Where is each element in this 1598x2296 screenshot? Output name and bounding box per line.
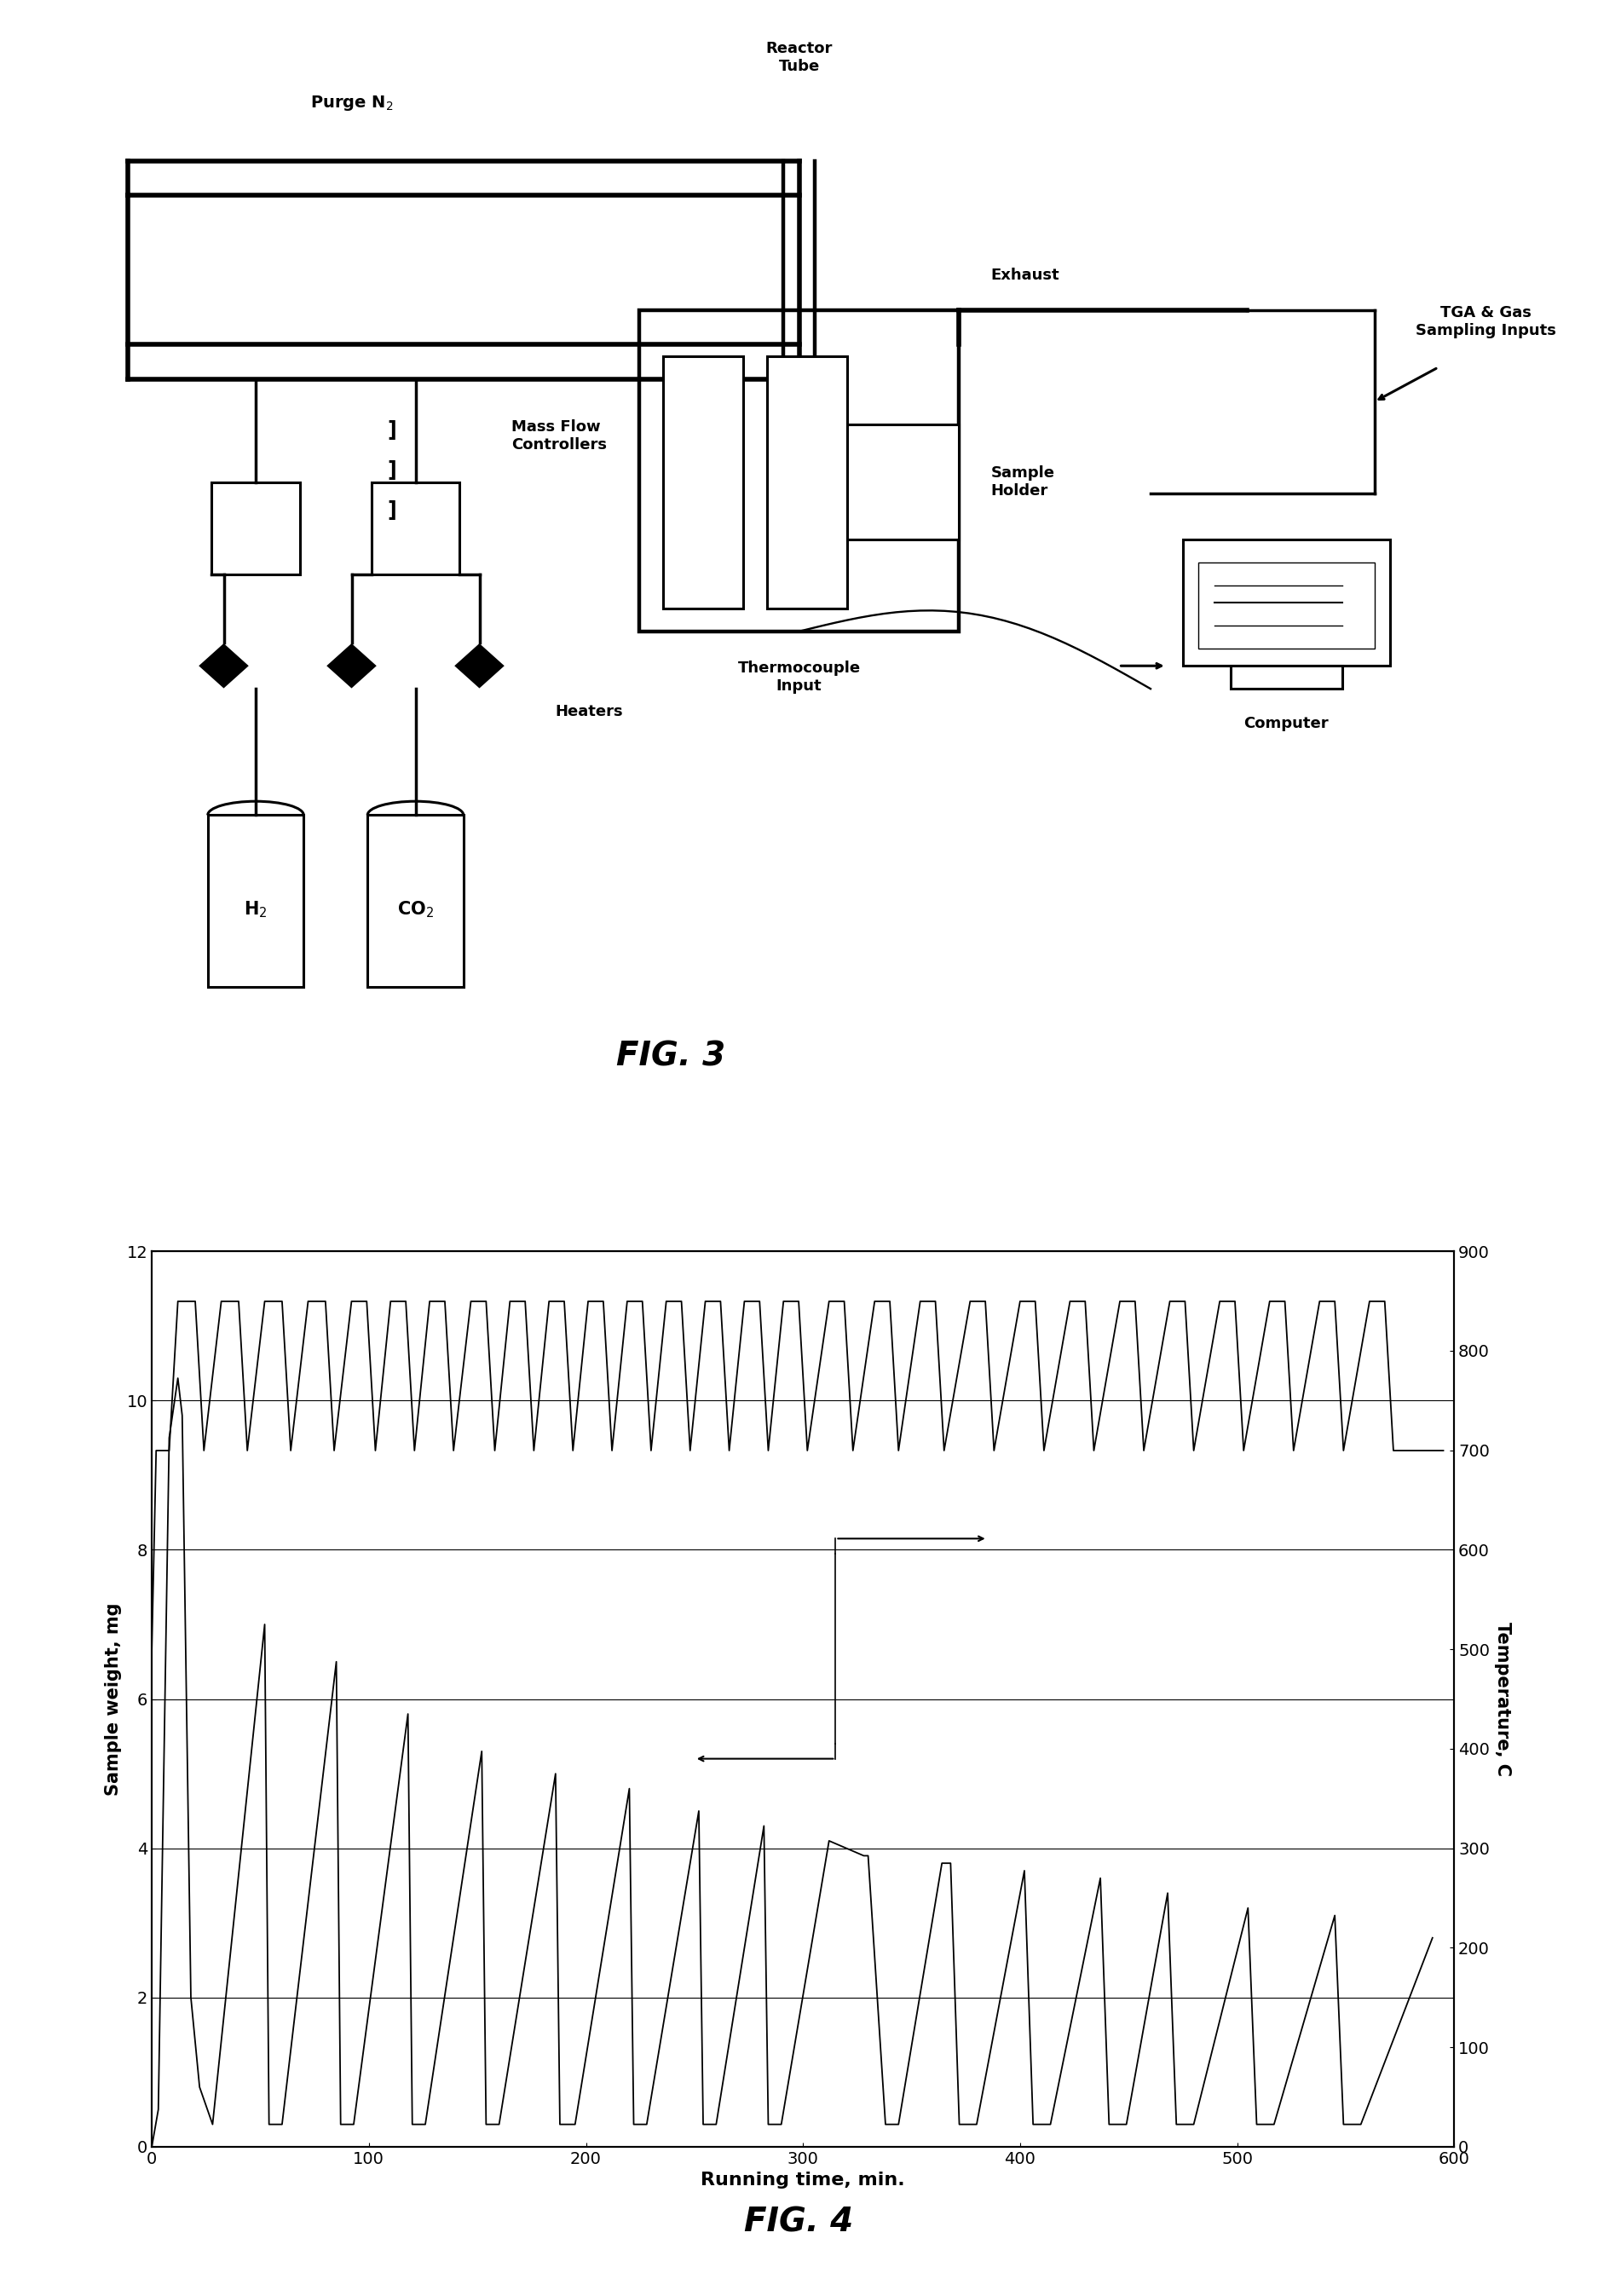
Bar [208,815,304,987]
Text: Sample
Holder: Sample Holder [991,466,1055,498]
Polygon shape [329,645,374,687]
Text: Computer: Computer [1243,716,1330,730]
Bar [211,482,300,574]
Polygon shape [457,645,502,687]
Bar [663,356,743,608]
Text: H$_2$: H$_2$ [244,900,267,921]
Bar [1230,666,1342,689]
Text: Purge N$_2$: Purge N$_2$ [310,94,393,113]
X-axis label: Running time, min.: Running time, min. [702,2172,904,2188]
Text: FIG. 4: FIG. 4 [745,2206,853,2239]
Text: CO$_2$: CO$_2$ [396,900,435,921]
Text: FIG. 3: FIG. 3 [617,1040,725,1072]
Text: Heaters: Heaters [556,705,623,719]
Bar [371,482,460,574]
Bar [639,310,959,631]
Text: Exhaust: Exhaust [991,269,1059,282]
Bar [767,356,847,608]
Bar [1198,563,1374,647]
Bar [1183,540,1390,666]
Text: TGA & Gas
Sampling Inputs: TGA & Gas Sampling Inputs [1416,305,1556,338]
Bar [368,815,463,987]
Y-axis label: Temperature, C: Temperature, C [1494,1621,1512,1777]
Text: Mass Flow
Controllers: Mass Flow Controllers [511,420,607,452]
Text: Thermocouple
Input: Thermocouple Input [738,661,860,693]
Bar [847,425,959,540]
Y-axis label: Sample weight, mg: Sample weight, mg [105,1603,121,1795]
Text: Reactor
Tube: Reactor Tube [765,41,833,73]
Text: ]: ] [387,461,396,480]
Text: ]: ] [387,420,396,441]
Polygon shape [201,645,246,687]
Text: ]: ] [387,501,396,521]
